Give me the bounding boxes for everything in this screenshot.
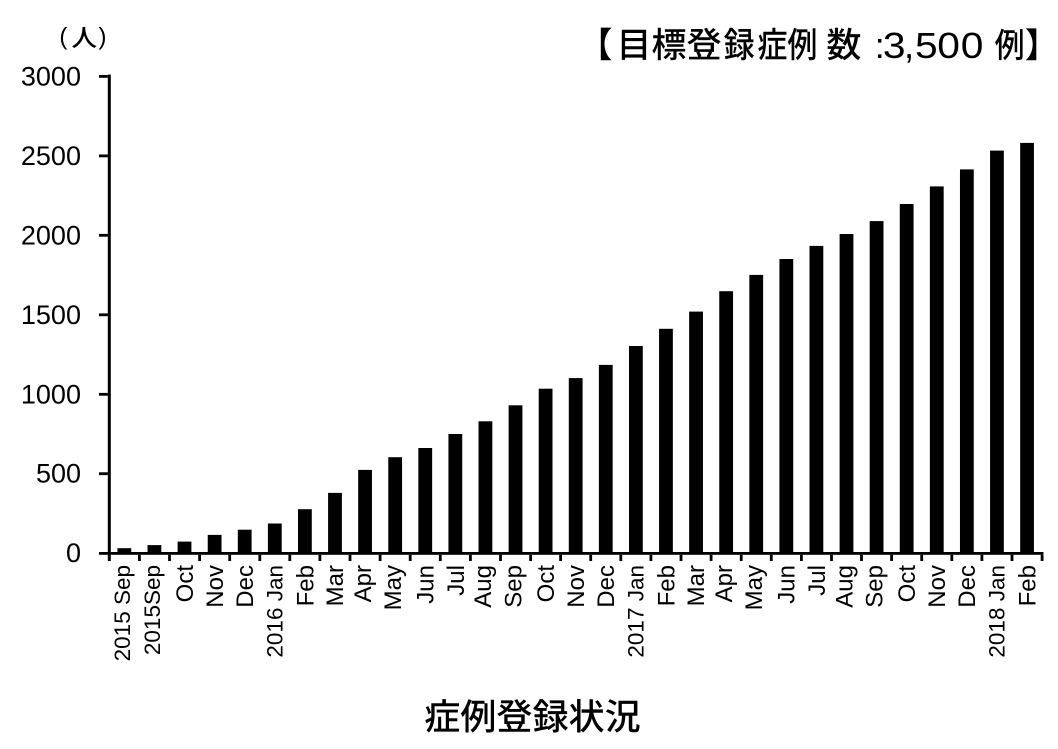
svg-text:May: May xyxy=(380,565,407,610)
svg-text:Oct: Oct xyxy=(894,565,921,603)
svg-text:Sep: Sep xyxy=(861,565,888,608)
svg-text:Nov: Nov xyxy=(202,565,229,608)
svg-text:3: 3 xyxy=(883,25,906,66)
svg-text:2018 Jan: 2018 Jan xyxy=(985,565,1010,658)
svg-text:May: May xyxy=(741,565,768,610)
svg-text:1000: 1000 xyxy=(21,379,81,409)
svg-text:Aug: Aug xyxy=(470,565,497,608)
svg-text:Sep: Sep xyxy=(500,565,527,608)
svg-text:): ) xyxy=(99,24,107,51)
svg-text:2016 Jan: 2016 Jan xyxy=(263,565,288,658)
svg-text:2015 Sep: 2015 Sep xyxy=(110,565,135,661)
svg-text:(: ( xyxy=(59,24,67,51)
svg-text:Apr: Apr xyxy=(350,565,377,602)
svg-text:Jul: Jul xyxy=(804,565,831,596)
svg-text:5: 5 xyxy=(915,25,938,66)
svg-text:3000: 3000 xyxy=(21,61,81,91)
svg-text:0: 0 xyxy=(66,538,81,568)
svg-text:Oct: Oct xyxy=(533,565,560,603)
svg-text:Feb: Feb xyxy=(1015,565,1042,606)
svg-text:2000: 2000 xyxy=(21,220,81,250)
svg-text:500: 500 xyxy=(36,459,81,489)
svg-text:1500: 1500 xyxy=(21,300,81,330)
svg-text:Oct: Oct xyxy=(172,565,199,603)
svg-text:Nov: Nov xyxy=(563,565,590,608)
svg-text:0: 0 xyxy=(937,25,960,66)
svg-text:Jul: Jul xyxy=(443,565,470,596)
svg-text:Aug: Aug xyxy=(831,565,858,608)
svg-text:,: , xyxy=(904,25,914,66)
svg-text:Nov: Nov xyxy=(924,565,951,608)
svg-text:Dec: Dec xyxy=(593,565,620,608)
svg-text::: : xyxy=(875,25,885,66)
svg-text:Dec: Dec xyxy=(232,565,259,608)
svg-text:0: 0 xyxy=(961,25,984,66)
svg-text:Apr: Apr xyxy=(711,565,738,602)
svg-text:Mar: Mar xyxy=(322,565,349,606)
svg-text:Feb: Feb xyxy=(654,565,681,606)
svg-text:Jun: Jun xyxy=(412,565,439,604)
svg-text:2017 Jan: 2017 Jan xyxy=(624,565,649,658)
svg-text:Dec: Dec xyxy=(954,565,981,608)
svg-text:2500: 2500 xyxy=(21,141,81,171)
svg-text:2015Sep: 2015Sep xyxy=(140,565,165,655)
svg-text:Jun: Jun xyxy=(773,565,800,604)
svg-text:Feb: Feb xyxy=(292,565,319,606)
svg-text:Mar: Mar xyxy=(683,565,710,606)
